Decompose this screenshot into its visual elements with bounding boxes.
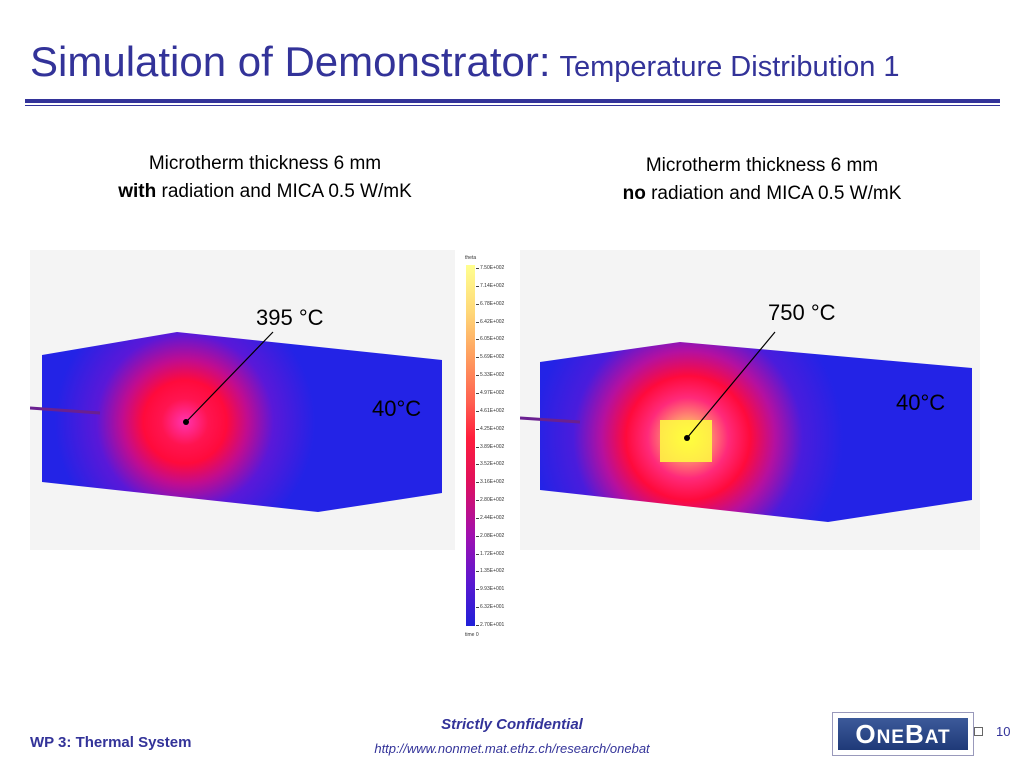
onebat-logo-text: ONEBAT [838, 718, 968, 750]
left-caption-bold: with [118, 181, 157, 202]
colorbar-tick-label: 6.42E+002 [480, 318, 505, 325]
colorbar-tick [476, 553, 479, 555]
colorbar-tick-label: 6.78E+002 [480, 300, 505, 307]
left-caption-line1: Microtherm thickness 6 mm [148, 153, 382, 174]
colorbar-tick-label: 7.50E+002 [480, 265, 505, 271]
colorbar-tick [476, 482, 479, 484]
colorbar-tick [476, 285, 479, 287]
left-hot-label: 395 °C [256, 305, 324, 330]
colorbar-tick [476, 571, 479, 573]
left-caption-line2: with radiation and MICA 0.5 W/mK [55, 178, 475, 206]
colorbar-tick [476, 357, 479, 359]
colorbar-tick-label: 6.05E+002 [480, 336, 505, 343]
colorbar-tick [476, 607, 479, 609]
right-simulation-image [520, 250, 980, 550]
colorbar-tick-label: 1.72E+002 [480, 550, 505, 557]
colorbar-tick-label: 2.80E+002 [480, 497, 505, 504]
slide-title-sub: Temperature Distribution 1 [559, 51, 900, 83]
colorbar-gradient [466, 265, 475, 626]
colorbar-tick-label: 7.14E+002 [480, 282, 505, 289]
colorbar-tick [476, 446, 479, 448]
right-caption: Microtherm thickness 6 mm no radiation a… [552, 152, 972, 208]
footer-url-link[interactable]: http://www.nonmet.mat.ethz.ch/research/o… [374, 741, 650, 756]
footer-square-icon [974, 727, 983, 736]
slide-title: Simulation of Demonstrator: Temperature … [30, 38, 900, 86]
colorbar-tick-label: 9.93E+001 [480, 586, 505, 593]
colorbar-tick [476, 428, 479, 430]
right-caption-bold: no [622, 183, 646, 204]
colorbar-tick-label: 1.35E+002 [480, 568, 505, 575]
colorbar: theta 7.50E+002 7.14E+002 6.78E+002 6.42E+0… [455, 255, 535, 640]
right-caption-line1: Microtherm thickness 6 mm [645, 155, 879, 176]
colorbar-tick [476, 321, 479, 323]
colorbar-tick [476, 500, 479, 502]
right-hot-label: 750 °C [768, 300, 836, 325]
left-caption-rest: radiation and MICA 0.5 W/mK [156, 181, 412, 202]
colorbar-tick-label: 2.08E+002 [480, 532, 505, 539]
colorbar-tick-label: 3.16E+002 [480, 479, 505, 486]
colorbar-tick-label: 3.52E+002 [480, 461, 505, 468]
colorbar-tick-label: 2.44E+002 [480, 514, 505, 521]
colorbar-tick-label: 4.61E+002 [480, 407, 505, 414]
colorbar-tick-label: 5.69E+002 [480, 354, 505, 361]
left-simulation-image [30, 250, 455, 550]
left-edge-label: 40°C [372, 396, 422, 421]
colorbar-tick [476, 464, 479, 466]
colorbar-tick-label: 4.97E+002 [480, 389, 505, 396]
colorbar-tick-label: 3.89E+002 [480, 443, 505, 450]
page-number: 10 [996, 724, 1011, 739]
right-edge-label: 40°C [896, 390, 946, 415]
colorbar-tick [476, 589, 479, 591]
colorbar-tick [476, 392, 479, 394]
colorbar-tick-label: 5.33E+002 [480, 372, 505, 379]
colorbar-tick [476, 303, 479, 305]
colorbar-tick-label: 6.32E+001 [480, 604, 505, 611]
colorbar-tick-label: 2.70E+001 [480, 622, 505, 628]
footer-section-label: WP 3: Thermal System [30, 734, 192, 751]
slide-title-main: Simulation of Demonstrator: [30, 38, 551, 85]
colorbar-tick [476, 535, 479, 537]
title-divider-thick [25, 99, 1000, 103]
footer-confidential: Strictly Confidential [441, 716, 583, 733]
colorbar-tick [476, 268, 479, 269]
right-caption-rest: radiation and MICA 0.5 W/mK [645, 183, 902, 204]
onebat-logo: ONEBAT [832, 712, 974, 756]
colorbar-tick [476, 375, 479, 377]
left-caption: Microtherm thickness 6 mm with radiation… [55, 150, 475, 206]
title-divider-thin [25, 105, 1000, 106]
colorbar-tick [476, 625, 479, 626]
colorbar-title: theta [465, 255, 477, 261]
colorbar-tick [476, 410, 479, 412]
right-caption-line2: no radiation and MICA 0.5 W/mK [552, 180, 972, 208]
colorbar-tick [476, 517, 479, 519]
colorbar-tick [476, 339, 479, 341]
colorbar-time: time 0 [465, 632, 479, 638]
colorbar-tick-label: 4.25E+002 [480, 425, 505, 432]
